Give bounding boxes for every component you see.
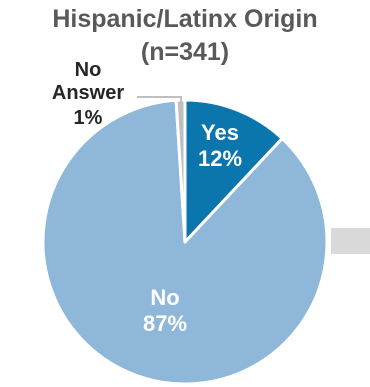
slice-label-no-answer-line1: No	[75, 59, 102, 81]
slice-yes	[183, 98, 284, 244]
decorative-bar	[331, 228, 370, 254]
slice-value-yes: 12%	[198, 146, 242, 171]
slice-value-no-answer: 1%	[74, 107, 103, 129]
slice-value-no: 87%	[143, 311, 187, 336]
slice-label-no: No	[150, 285, 179, 310]
no-answer-leader-line	[137, 96, 182, 104]
chart-subtitle: (n=341)	[140, 38, 230, 66]
chart-title: Hispanic/Latinx Origin	[52, 5, 318, 33]
slice-label-no-answer-line2: Answer	[52, 82, 124, 104]
slice-label-yes: Yes	[201, 120, 239, 145]
